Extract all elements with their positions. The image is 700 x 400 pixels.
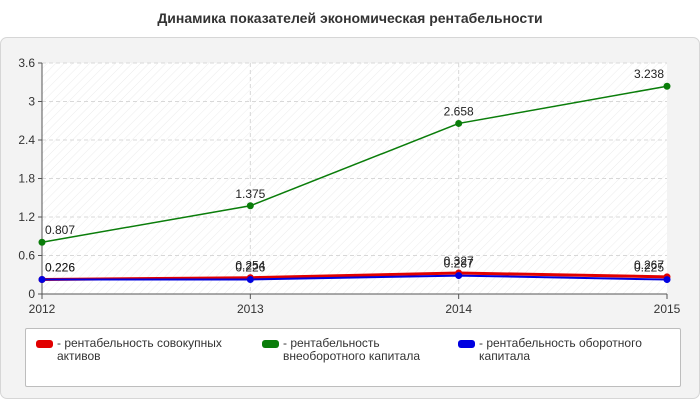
legend-swatch-red xyxy=(36,340,53,348)
series-0-data-label: 0.226 xyxy=(45,260,75,274)
y-tick-label: 2.4 xyxy=(18,133,35,147)
series-1-data-label: 0.807 xyxy=(45,223,75,237)
series-0-data-label: 0.254 xyxy=(235,259,265,273)
legend-item-noncurrent-capital: - рентабельность внеоборотного капитала xyxy=(262,337,447,363)
series-1-point xyxy=(38,238,46,246)
series-2-data-label: 0.226 xyxy=(235,260,265,274)
series-line-1 xyxy=(41,85,668,243)
series-2-data-label: 0.226 xyxy=(45,260,75,274)
series-2-point xyxy=(38,275,46,283)
y-tick-label: 1.2 xyxy=(18,210,35,224)
grid-lines xyxy=(42,62,667,294)
series-2-data-label: 0.225 xyxy=(634,261,664,275)
x-tick-label: 2014 xyxy=(445,302,472,316)
legend-label: - рентабельность оборотного капитала xyxy=(479,336,642,363)
legend-label: - рентабельность внеоборотного капитала xyxy=(283,336,420,363)
series-1-data-label: 1.375 xyxy=(235,187,265,201)
series-1-point xyxy=(663,82,671,90)
chart-title: Динамика показателей экономическая рента… xyxy=(157,10,543,26)
legend-item-total-assets: - рентабельность совокупных активов xyxy=(36,337,251,363)
series-line-2 xyxy=(42,274,668,281)
y-tick-label: 0.6 xyxy=(18,249,35,263)
y-tick-label: 3.6 xyxy=(18,56,35,70)
legend-item-working-capital: - рентабельность оборотного капитала xyxy=(458,337,668,363)
series-0-data-label: 0.267 xyxy=(634,258,664,272)
series-2-point xyxy=(663,276,671,284)
series-1-point xyxy=(246,202,254,210)
series-2-point xyxy=(246,275,254,283)
legend: - рентабельность совокупных активов - ре… xyxy=(25,328,681,387)
series-2-point xyxy=(455,272,463,280)
legend-swatch-blue xyxy=(458,340,475,348)
legend-label: - рентабельность совокупных активов xyxy=(57,336,222,363)
series-1-data-label: 3.238 xyxy=(634,67,664,81)
data-labels: 0.226 0.254 0.327 0.2670.8071.3752.6583.238… xyxy=(45,67,664,274)
series-1-point xyxy=(455,119,463,127)
series-1-data-label: 2.658 xyxy=(444,104,474,118)
y-tick-label: 1.8 xyxy=(18,172,35,186)
x-tick-label: 2013 xyxy=(237,302,264,316)
y-tick-label: 0 xyxy=(28,287,35,301)
axes: 0 0.6 1.2 1.8 2.4 3 3.6 2012 2013 2014 2015 xyxy=(18,56,680,316)
x-tick-label: 2012 xyxy=(29,302,56,316)
series-2-data-label: 0.287 xyxy=(444,257,474,271)
series-layer xyxy=(38,82,671,284)
y-tick-label: 3 xyxy=(28,95,35,109)
series-0-data-label: 0.327 xyxy=(444,254,474,268)
x-tick-label: 2015 xyxy=(654,302,681,316)
legend-swatch-green xyxy=(262,340,279,348)
